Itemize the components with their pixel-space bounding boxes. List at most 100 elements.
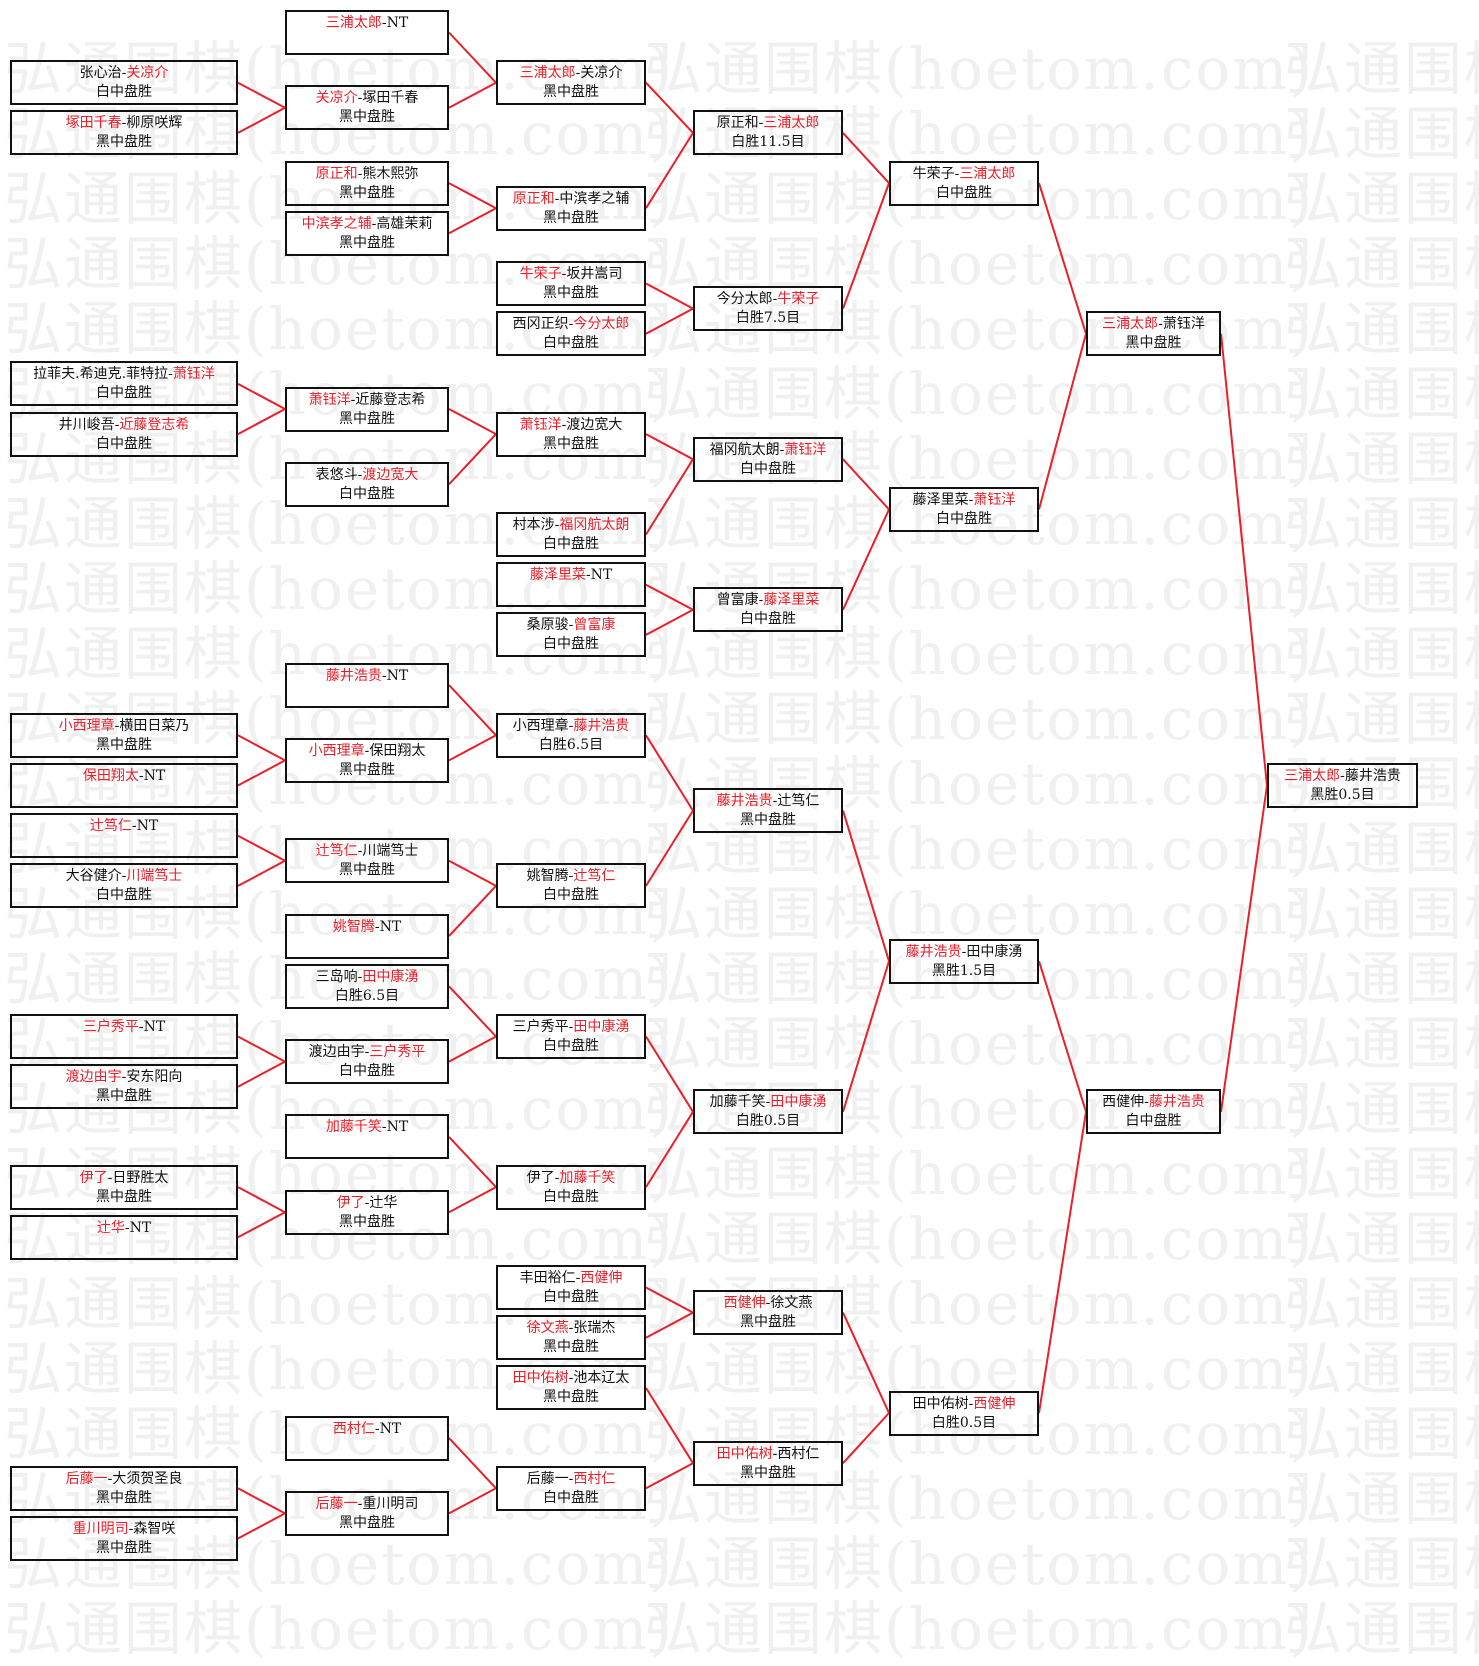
connector-line — [448, 1487, 497, 1515]
player-name: 后藤一 — [526, 1470, 569, 1487]
match-box: 辻笃仁-川端笃士 黑中盘胜 — [285, 838, 449, 884]
winner-name: 萧钰洋 — [519, 416, 562, 433]
match-result: 黑中盘胜 — [339, 1213, 395, 1230]
match-box: 三户秀平-NT — [10, 1014, 238, 1059]
winner-name: 小西理章 — [58, 717, 115, 734]
separator: - — [121, 1069, 127, 1086]
match-result: 白胜6.5目 — [538, 736, 604, 753]
match-box: 徐文燕-张瑞杰 黑中盘胜 — [496, 1315, 646, 1361]
winner-name: 曾富康 — [573, 617, 616, 634]
player-name: 坂井嵩司 — [566, 266, 623, 282]
match-result: 白中盘胜 — [740, 611, 796, 628]
match-result: 黑中盘胜 — [543, 209, 599, 226]
match-box: 三岛响-田中康湧 白胜6.5目 — [285, 963, 449, 1009]
winner-name: 田中康湧 — [770, 1094, 827, 1111]
match-result: 白中盘胜 — [543, 1188, 599, 1205]
match-players: 桑原骏-曾富康 — [498, 614, 644, 635]
separator: - — [357, 843, 363, 860]
player-name: 中滨孝之辅 — [559, 190, 630, 207]
match-box: 萧钰洋-近藤登志希 黑中盘胜 — [285, 386, 449, 432]
connector-line — [1220, 333, 1268, 786]
winner-name: 三浦太郎 — [763, 115, 820, 132]
match-players: 萧钰洋-渡边宽大 — [498, 414, 644, 435]
winner-name: 重川明司 — [72, 1521, 129, 1537]
match-players: 丰田裕仁-西健伸 — [498, 1267, 644, 1288]
match-players: 田中佑树-西村仁 — [695, 1443, 841, 1464]
connector-line — [237, 81, 286, 109]
player-name: 小西理章 — [512, 717, 569, 734]
connector-line — [448, 734, 497, 762]
match-box: 塚田千春-柳原咲辉 黑中盘胜 — [10, 110, 238, 156]
winner-name: 关凉介 — [315, 90, 358, 107]
match-result: 白中盘胜 — [543, 887, 599, 904]
match-box: 渡边由宇-安东阳向 黑中盘胜 — [10, 1064, 238, 1110]
player-name: 田中康湧 — [966, 943, 1023, 960]
winner-name: 三浦太郎 — [325, 15, 382, 31]
match-box: 辻笃仁-NT — [10, 813, 238, 859]
match-result: 黑中盘胜 — [740, 1314, 796, 1331]
match-players: 田中佑树-池本辽太 — [498, 1367, 644, 1388]
winner-name: 伊了 — [79, 1169, 108, 1186]
winner-name: 渡边宽大 — [362, 466, 419, 483]
winner-name: 保田翔太 — [82, 768, 139, 784]
winner-name: 徐文燕 — [526, 1320, 569, 1337]
match-players: 加藤千笑-田中康湧 — [695, 1091, 841, 1112]
match-players: 辻笃仁-川端笃士 — [287, 840, 447, 861]
winner-name: 三浦太郎 — [959, 165, 1016, 182]
match-players: 拉菲夫.希迪克.菲特拉-萧钰洋 — [12, 363, 236, 384]
match-players: 三浦太郎-关凉介 — [498, 62, 644, 83]
winner-name: 西村仁 — [573, 1470, 616, 1487]
match-result: 黑中盘胜 — [96, 1540, 152, 1556]
winner-name: 福冈航太朗 — [559, 517, 630, 533]
separator: - — [575, 65, 581, 82]
match-box: 小西理章-保田翔太 黑中盘胜 — [285, 737, 449, 783]
match-result: 黑中盘胜 — [339, 410, 395, 427]
player-name: 丰田裕仁 — [519, 1270, 576, 1286]
winner-name: 萧钰洋 — [784, 441, 827, 458]
connector-line — [645, 1111, 694, 1188]
connector-line — [1038, 1111, 1087, 1414]
match-result: 黑中盘胜 — [339, 1514, 395, 1531]
match-result: 黑中盘胜 — [1125, 335, 1182, 352]
player-name: 藤泽里菜 — [912, 491, 969, 508]
match-players: 关凉介-塚田千春 — [287, 87, 447, 108]
match-players: 藤井浩贵-辻笃仁 — [695, 790, 841, 811]
match-box: 伊了-辻华 黑中盘胜 — [285, 1189, 449, 1235]
separator: - — [961, 943, 967, 960]
match-players: 姚智腾-辻笃仁 — [498, 865, 644, 886]
connector-line — [237, 1512, 286, 1540]
connector-line — [237, 1186, 286, 1214]
winner-name: 加藤千笑 — [559, 1169, 616, 1186]
player-name: 关凉介 — [580, 65, 623, 82]
player-name: 西健伸 — [1102, 1094, 1145, 1111]
player-name: 川端笃士 — [362, 843, 419, 860]
match-players: 小西理章-保田翔太 — [287, 740, 447, 761]
match-result: 黑中盘胜 — [96, 1489, 152, 1506]
connector-line — [237, 1035, 286, 1063]
match-players: 伊了-日野胜太 — [12, 1167, 236, 1188]
match-players: 保田翔太-NT — [12, 765, 236, 786]
separator: - — [585, 567, 591, 584]
match-result: 白中盘胜 — [543, 536, 599, 552]
match-players: 伊了-加藤千笑 — [498, 1167, 644, 1188]
player-name: 井川峻吾 — [58, 416, 115, 433]
separator: - — [765, 1295, 771, 1312]
connector-line — [448, 1035, 497, 1063]
player-name: 池本辽太 — [573, 1370, 630, 1387]
player-name: 藤井浩贵 — [1344, 768, 1401, 784]
match-box: 藤井浩贵-辻笃仁 黑中盘胜 — [693, 788, 843, 834]
separator: - — [374, 918, 380, 935]
player-name: NT — [143, 768, 166, 784]
player-name: 三户秀平 — [512, 1019, 569, 1035]
match-box: 姚智腾-辻笃仁 白中盘胜 — [496, 863, 646, 909]
connector-line — [448, 684, 497, 736]
separator: - — [568, 1470, 574, 1487]
connector-line — [237, 106, 286, 134]
match-box: 福冈航太朗-萧钰洋 白中盘胜 — [693, 436, 843, 482]
match-players: 小西理章-藤井浩贵 — [498, 715, 644, 736]
player-name: 近藤登志希 — [355, 391, 426, 408]
separator: - — [374, 1420, 380, 1437]
player-name: NT — [386, 667, 409, 684]
match-box: 三浦太郎-萧钰洋 黑中盘胜 — [1086, 311, 1221, 357]
match-players: 村本涉-福冈航太朗 — [498, 514, 644, 535]
